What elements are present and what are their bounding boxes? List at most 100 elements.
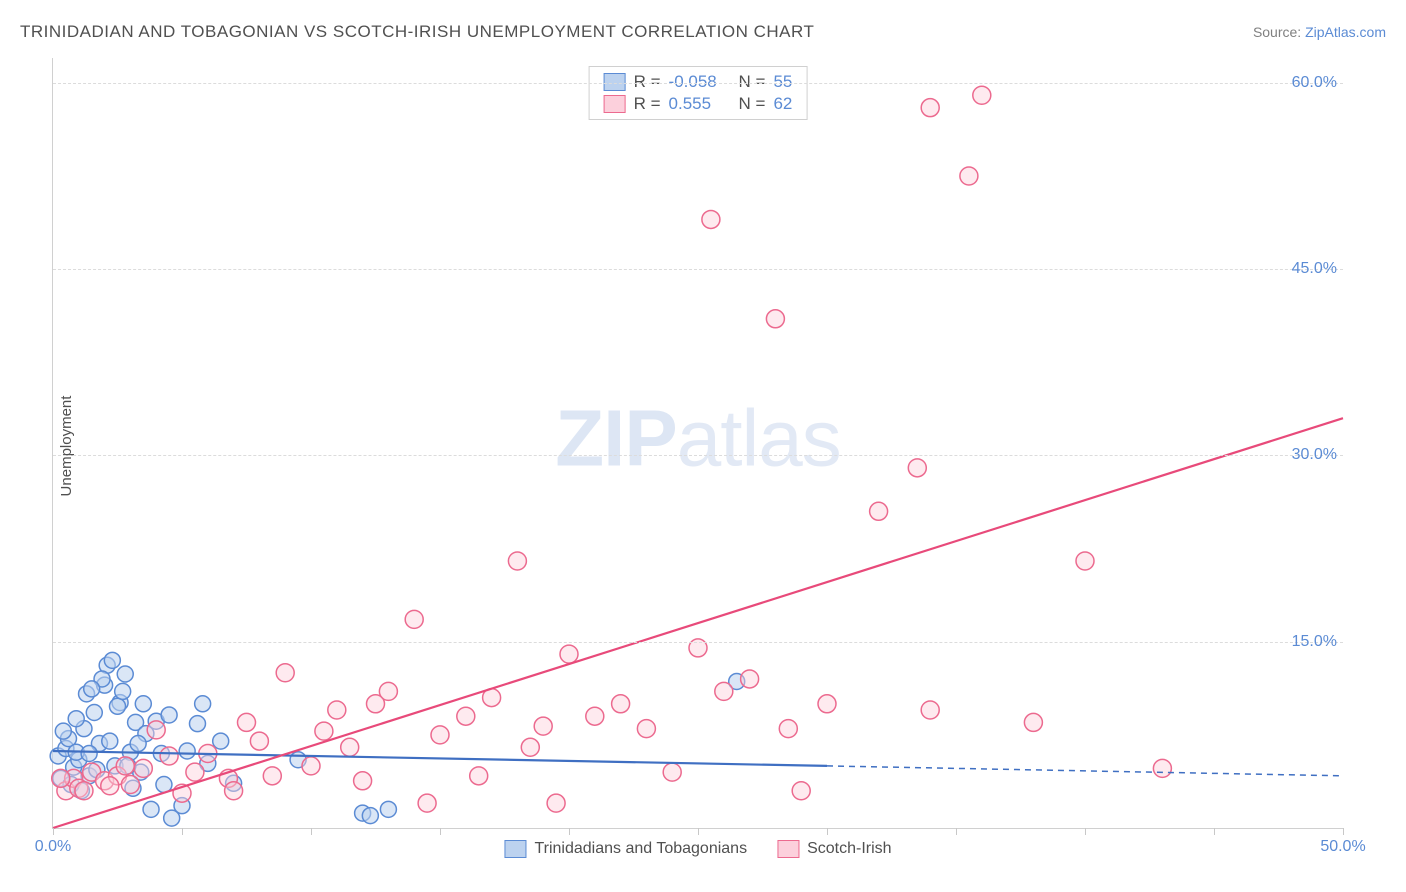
x-tick-mark: [956, 828, 957, 835]
data-point: [86, 705, 102, 721]
data-point: [52, 769, 70, 787]
data-point: [586, 707, 604, 725]
data-point: [973, 86, 991, 104]
x-tick-mark: [1085, 828, 1086, 835]
data-point: [431, 726, 449, 744]
legend-item: Trinidadians and Tobagonians: [504, 840, 747, 858]
legend-label: Scotch-Irish: [807, 840, 891, 858]
legend-n-label: N =: [739, 93, 766, 115]
data-point: [921, 99, 939, 117]
data-point: [1076, 552, 1094, 570]
data-point: [68, 711, 84, 727]
y-tick-label: 15.0%: [1292, 633, 1337, 651]
data-point: [792, 782, 810, 800]
source-label: Source:: [1253, 24, 1305, 40]
source-link[interactable]: ZipAtlas.com: [1305, 24, 1386, 40]
data-point: [560, 645, 578, 663]
x-tick-mark: [1214, 828, 1215, 835]
legend-swatch: [604, 95, 626, 113]
data-point: [161, 707, 177, 723]
legend-swatch: [504, 840, 526, 858]
legend-r-label: R =: [634, 93, 661, 115]
data-point: [134, 759, 152, 777]
data-point: [521, 738, 539, 756]
data-point: [276, 664, 294, 682]
data-point: [147, 721, 165, 739]
page-title: TRINIDADIAN AND TOBAGONIAN VS SCOTCH-IRI…: [20, 22, 814, 42]
data-point: [213, 733, 229, 749]
data-point: [663, 763, 681, 781]
x-tick-mark: [311, 828, 312, 835]
data-point: [921, 701, 939, 719]
data-point: [341, 738, 359, 756]
legend-n-value: 62: [773, 93, 792, 115]
data-point: [779, 720, 797, 738]
legend-item: Scotch-Irish: [777, 840, 891, 858]
data-point: [104, 652, 120, 668]
data-point: [238, 713, 256, 731]
data-point: [116, 757, 134, 775]
data-point: [1153, 759, 1171, 777]
data-point: [470, 767, 488, 785]
data-point: [55, 723, 71, 739]
source-attribution: Source: ZipAtlas.com: [1253, 24, 1386, 40]
x-tick-mark: [827, 828, 828, 835]
gridline: [53, 455, 1343, 456]
gridline: [53, 642, 1343, 643]
data-point: [160, 747, 178, 765]
data-point: [110, 698, 126, 714]
data-point: [457, 707, 475, 725]
data-point: [908, 459, 926, 477]
data-point: [405, 610, 423, 628]
data-point: [81, 745, 97, 761]
y-tick-label: 30.0%: [1292, 446, 1337, 464]
legend-row: R = 0.555 N = 62: [604, 93, 793, 115]
data-point: [1024, 713, 1042, 731]
series-legend: Trinidadians and Tobagonians Scotch-Irish: [504, 840, 891, 858]
gridline: [53, 83, 1343, 84]
data-point: [547, 794, 565, 812]
data-point: [612, 695, 630, 713]
data-point: [870, 502, 888, 520]
data-point: [534, 717, 552, 735]
data-point: [135, 696, 151, 712]
data-point: [117, 666, 133, 682]
legend-swatch: [777, 840, 799, 858]
legend-label: Trinidadians and Tobagonians: [534, 840, 747, 858]
data-point: [101, 777, 119, 795]
data-point: [354, 772, 372, 790]
data-point: [960, 167, 978, 185]
data-point: [715, 682, 733, 700]
y-tick-label: 60.0%: [1292, 74, 1337, 92]
data-point: [115, 683, 131, 699]
data-point: [380, 801, 396, 817]
data-point: [102, 733, 118, 749]
data-point: [818, 695, 836, 713]
x-tick-mark: [698, 828, 699, 835]
data-point: [362, 808, 378, 824]
data-point: [75, 782, 93, 800]
data-point: [766, 310, 784, 328]
x-tick-mark: [1343, 828, 1344, 835]
data-point: [508, 552, 526, 570]
data-point: [189, 716, 205, 732]
data-point: [179, 743, 195, 759]
data-point: [121, 776, 139, 794]
data-point: [315, 722, 333, 740]
data-point: [302, 757, 320, 775]
scatter-plot: ZIPatlas R = -0.058N = 55R = 0.555N = 62…: [52, 58, 1343, 829]
data-point: [263, 767, 281, 785]
data-point: [328, 701, 346, 719]
x-tick-mark: [53, 828, 54, 835]
data-point: [130, 736, 146, 752]
data-point: [637, 720, 655, 738]
data-point: [418, 794, 436, 812]
data-point: [195, 696, 211, 712]
data-point: [379, 682, 397, 700]
gridline: [53, 269, 1343, 270]
legend-r-value: 0.555: [669, 93, 731, 115]
plot-svg: [53, 58, 1343, 828]
x-tick-mark: [569, 828, 570, 835]
data-point: [84, 681, 100, 697]
data-point: [702, 210, 720, 228]
